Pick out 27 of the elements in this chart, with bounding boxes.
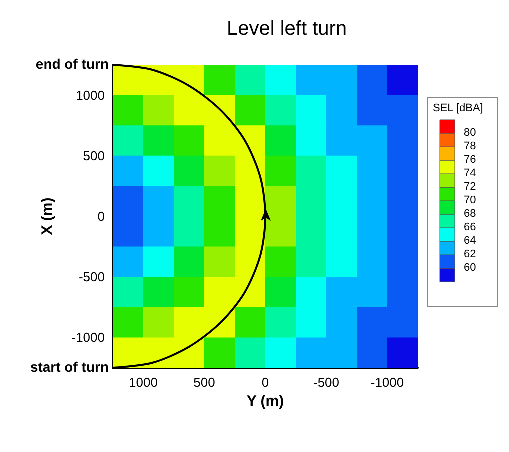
color-bar-label: 76 [464,154,476,166]
legend-title: SEL [dBA] [433,102,484,114]
color-bar-label: 66 [464,222,476,234]
annotation: start of turn [30,359,110,375]
x-tick-label: 500 [194,375,216,390]
color-bar-label: 70 [464,194,476,206]
x-tick-label: 0 [262,375,270,390]
x-tick-label: 1000 [129,375,158,390]
x-axis-title: Y (m) [246,392,284,410]
chart-title: Level left turn [226,18,348,40]
color-bar-label: 74 [464,168,476,180]
color-bar-label: 60 [464,262,476,274]
color-bar-label: 78 [464,140,476,152]
annotation: end of turn [36,56,110,72]
color-bar-label: 68 [464,208,476,220]
x-tick-label: -1000 [370,375,404,390]
color-bar-label: 72 [464,181,476,193]
y-tick-label: 0 [98,209,105,224]
y-tick-label: 1000 [76,88,105,103]
y-tick-label: -1000 [72,330,105,346]
color-bar-label: 64 [464,235,476,247]
y-tick-label: 500 [83,148,105,164]
color-bar-label: 62 [464,248,476,260]
color-bar-label: 80 [464,127,476,139]
y-tick-label: -500 [78,270,105,285]
y-axis-title: X (m) [39,198,56,236]
x-tick-label: -500 [313,375,340,390]
